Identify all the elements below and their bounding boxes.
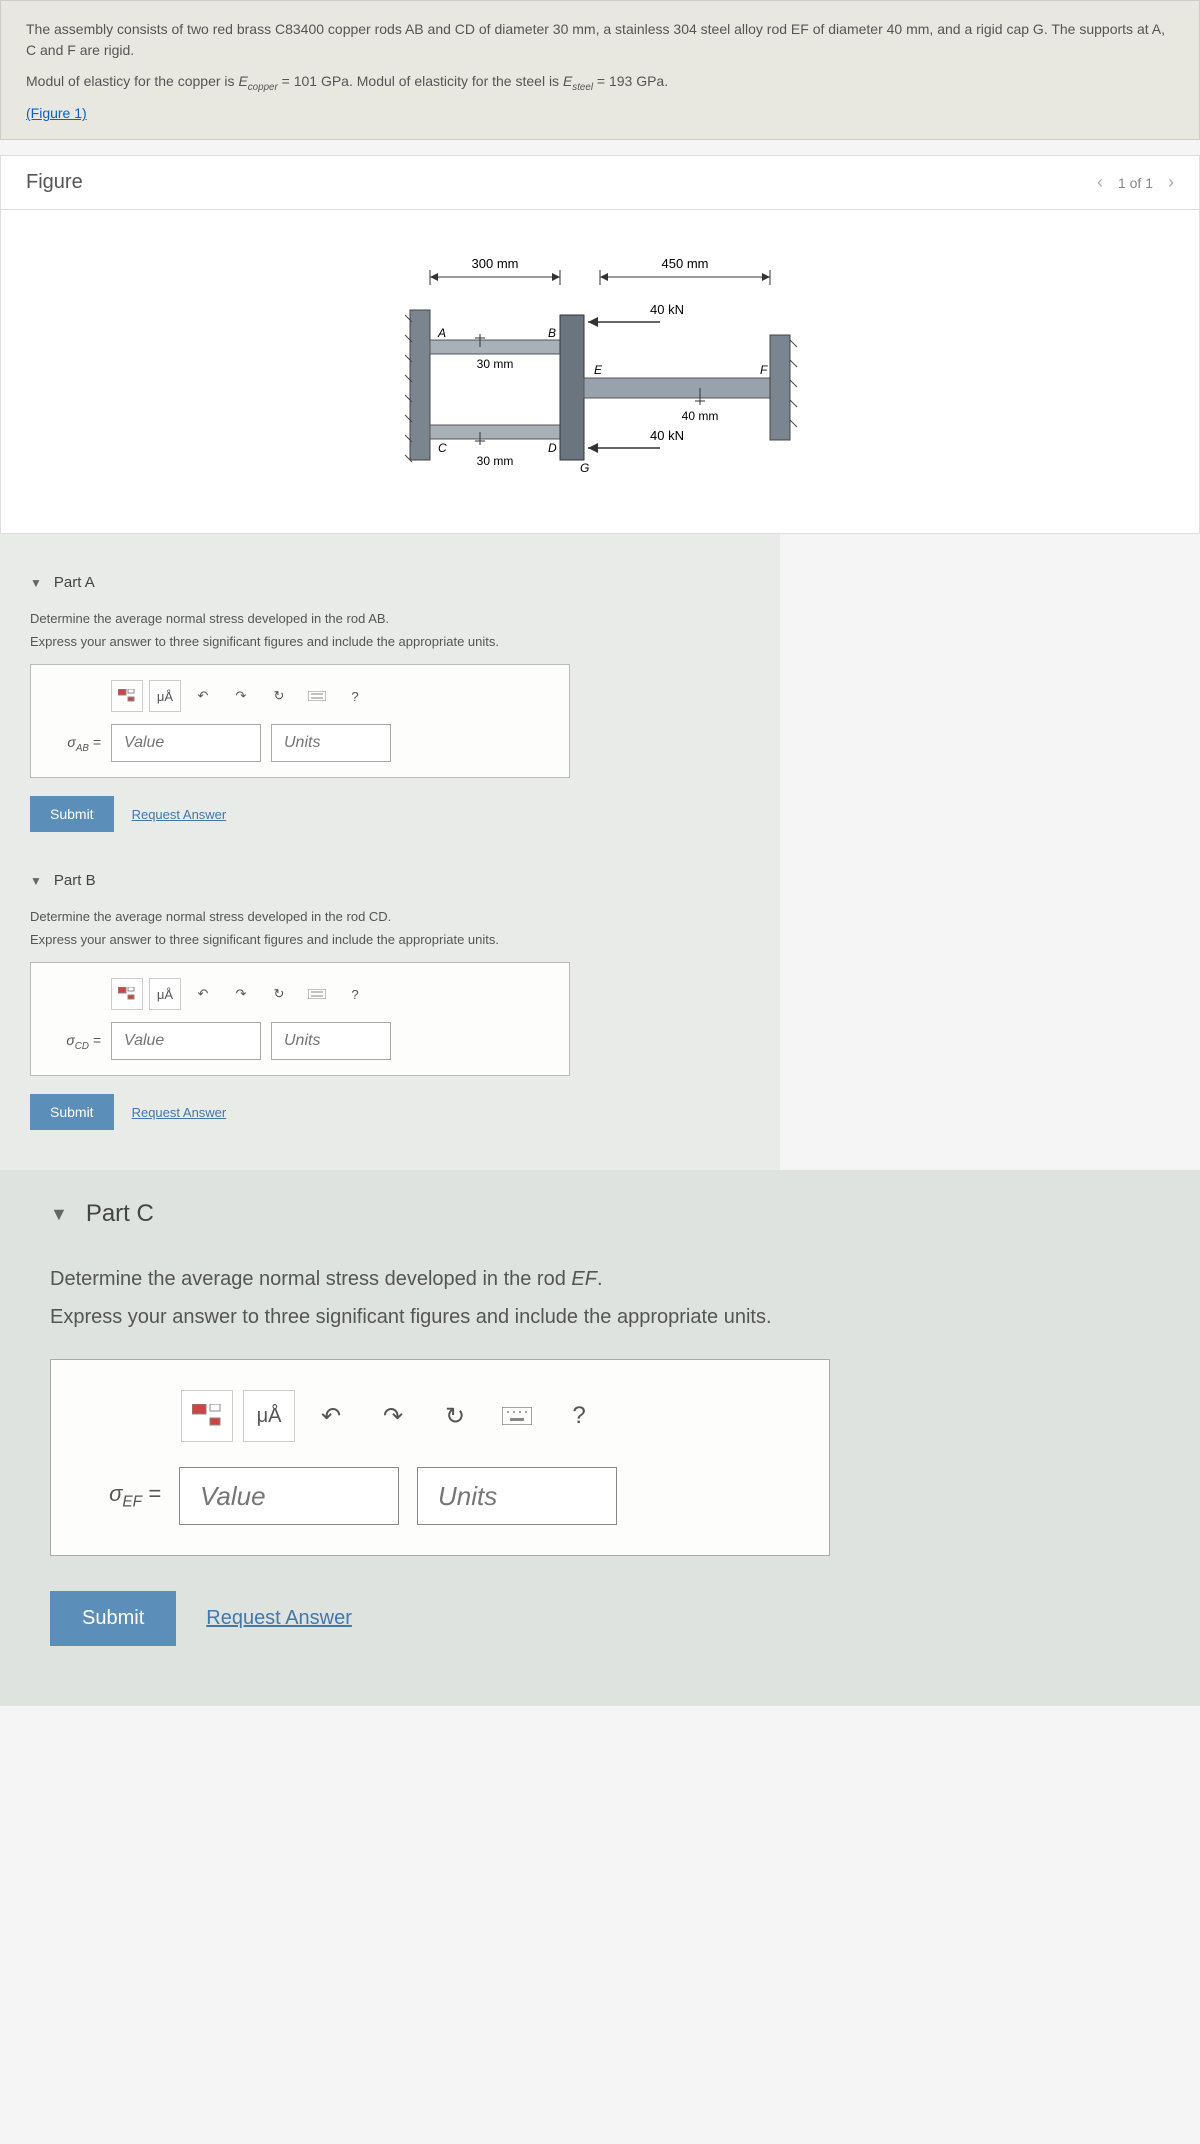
part-c-desc2: Express your answer to three significant… — [50, 1306, 1160, 1329]
label-G: G — [580, 461, 589, 475]
label-F: F — [760, 363, 768, 377]
label-C: C — [438, 441, 447, 455]
units-tool-button[interactable]: μÅ — [149, 680, 181, 712]
caret-down-icon: ▼ — [50, 1204, 68, 1225]
part-b-title: Part B — [54, 872, 96, 889]
part-a-header[interactable]: ▼ Part A — [30, 574, 780, 591]
reset-icon[interactable]: ↻ — [429, 1390, 481, 1442]
template-tool-icon[interactable] — [181, 1390, 233, 1442]
part-b-var: σCD = — [51, 1032, 101, 1052]
caret-down-icon: ▼ — [30, 874, 42, 888]
keyboard-icon[interactable] — [301, 978, 333, 1010]
figure-link[interactable]: (Figure 1) — [26, 105, 87, 121]
undo-icon[interactable]: ↶ — [187, 978, 219, 1010]
dim-300: 300 mm — [472, 256, 519, 271]
part-b-value-input[interactable] — [111, 1022, 261, 1060]
part-b: ▼ Part B Determine the average normal st… — [30, 872, 780, 1130]
help-icon[interactable]: ? — [339, 680, 371, 712]
units-tool-button[interactable]: μÅ — [243, 1390, 295, 1442]
part-c-value-input[interactable] — [179, 1467, 399, 1525]
part-b-submit-button[interactable]: Submit — [30, 1094, 114, 1130]
part-c-units-input[interactable] — [417, 1467, 617, 1525]
force-bottom: 40 kN — [650, 428, 684, 443]
part-b-request-answer-link[interactable]: Request Answer — [132, 1105, 227, 1120]
label-E: E — [594, 363, 603, 377]
figure-counter: 1 of 1 — [1118, 175, 1153, 191]
caret-down-icon: ▼ — [30, 576, 42, 590]
problem-text-1: The assembly consists of two red brass C… — [26, 19, 1174, 61]
part-a-desc1: Determine the average normal stress deve… — [30, 611, 780, 626]
part-b-desc2: Express your answer to three significant… — [30, 932, 780, 947]
force-top: 40 kN — [650, 302, 684, 317]
part-a-submit-button[interactable]: Submit — [30, 796, 114, 832]
label-D: D — [548, 441, 557, 455]
help-icon[interactable]: ? — [553, 1390, 605, 1442]
units-tool-button[interactable]: μÅ — [149, 978, 181, 1010]
reset-icon[interactable]: ↻ — [263, 680, 295, 712]
part-c-desc1: Determine the average normal stress deve… — [50, 1268, 1160, 1291]
figure-diagram: 300 mm 450 mm A B 30 mm C D — [1, 210, 1199, 533]
part-a-var: σAB = — [51, 734, 101, 754]
label-A: A — [437, 326, 446, 340]
template-tool-icon[interactable] — [111, 978, 143, 1010]
part-a-request-answer-link[interactable]: Request Answer — [132, 807, 227, 822]
part-c: ▼ Part C Determine the average normal st… — [0, 1170, 1200, 1706]
template-tool-icon[interactable] — [111, 680, 143, 712]
part-b-desc1: Determine the average normal stress deve… — [30, 909, 780, 924]
undo-icon[interactable]: ↶ — [305, 1390, 357, 1442]
prev-figure-icon[interactable]: ‹ — [1097, 172, 1103, 193]
part-a-units-input[interactable] — [271, 724, 391, 762]
dim-ab-30: 30 mm — [477, 357, 514, 371]
part-a-answer-box: μÅ ↶ ↷ ↻ ? σAB = — [30, 664, 570, 778]
figure-title: Figure — [26, 171, 83, 194]
figure-pager: ‹ 1 of 1 › — [1097, 172, 1174, 193]
part-b-header[interactable]: ▼ Part B — [30, 872, 780, 889]
next-figure-icon[interactable]: › — [1168, 172, 1174, 193]
help-icon[interactable]: ? — [339, 978, 371, 1010]
part-c-title: Part C — [86, 1200, 154, 1228]
keyboard-icon[interactable] — [491, 1390, 543, 1442]
part-a-desc2: Express your answer to three significant… — [30, 634, 780, 649]
redo-icon[interactable]: ↷ — [225, 680, 257, 712]
dim-ef-40: 40 mm — [682, 409, 719, 423]
part-a-title: Part A — [54, 574, 95, 591]
problem-text-2: Modul of elasticy for the copper is Ecop… — [26, 71, 1174, 95]
part-a: ▼ Part A Determine the average normal st… — [30, 574, 780, 832]
label-B: B — [548, 326, 556, 340]
part-b-answer-box: μÅ ↶ ↷ ↻ ? σCD = — [30, 962, 570, 1076]
redo-icon[interactable]: ↷ — [367, 1390, 419, 1442]
part-c-submit-button[interactable]: Submit — [50, 1591, 176, 1646]
part-c-answer-box: μÅ ↶ ↷ ↻ ? σEF = — [50, 1359, 830, 1556]
figure-panel: Figure ‹ 1 of 1 › 300 mm 450 mm — [0, 155, 1200, 534]
part-a-value-input[interactable] — [111, 724, 261, 762]
part-b-units-input[interactable] — [271, 1022, 391, 1060]
problem-statement: The assembly consists of two red brass C… — [0, 0, 1200, 140]
part-c-var: σEF = — [81, 1481, 161, 1511]
dim-450: 450 mm — [662, 256, 709, 271]
undo-icon[interactable]: ↶ — [187, 680, 219, 712]
keyboard-icon[interactable] — [301, 680, 333, 712]
reset-icon[interactable]: ↻ — [263, 978, 295, 1010]
redo-icon[interactable]: ↷ — [225, 978, 257, 1010]
dim-cd-30: 30 mm — [477, 454, 514, 468]
part-c-request-answer-link[interactable]: Request Answer — [206, 1607, 352, 1630]
part-c-header[interactable]: ▼ Part C — [50, 1200, 1160, 1228]
